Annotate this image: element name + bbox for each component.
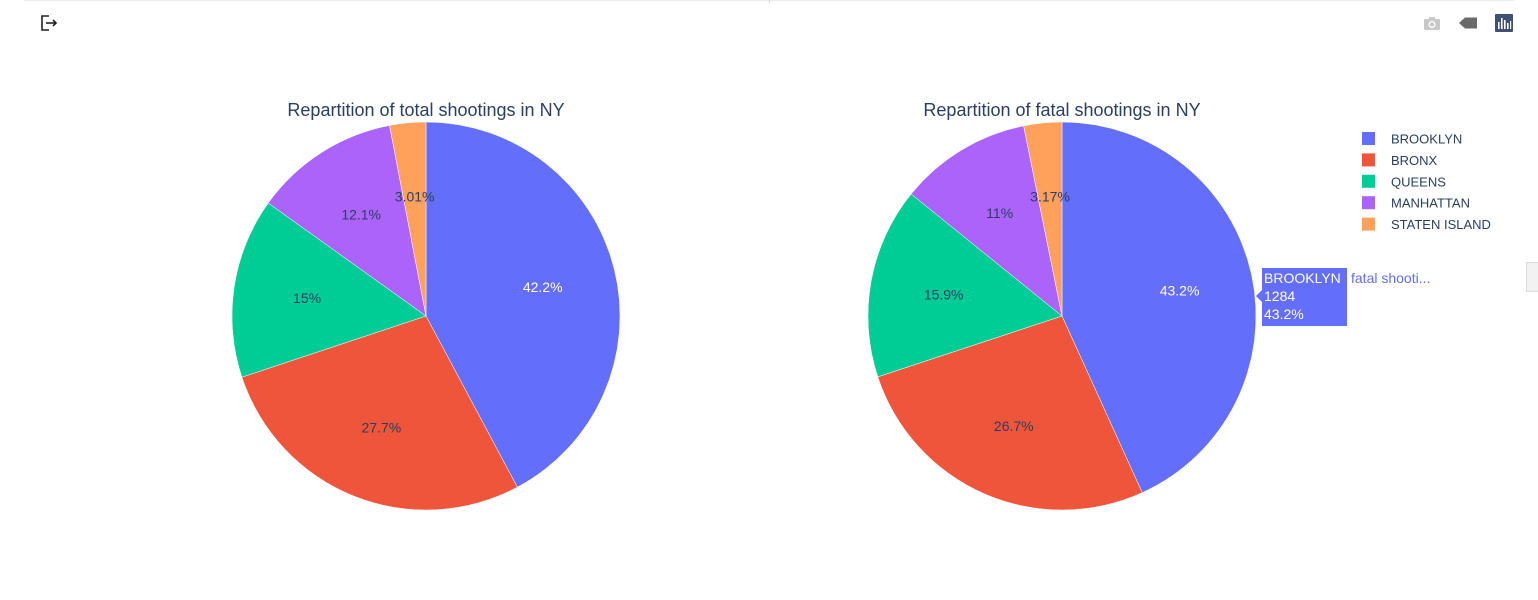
pie-slice-manhattan[interactable] <box>910 125 1063 317</box>
hover-trace-name: fatal shooti... <box>1351 270 1430 286</box>
legend-swatch <box>1362 217 1375 231</box>
legend-swatch <box>1362 153 1375 167</box>
hover-label: BROOKLYN <box>1264 270 1341 286</box>
pie-slice-brooklyn[interactable] <box>1061 121 1257 493</box>
top-divider-notch <box>769 0 770 3</box>
pie-slice-label: 15.9% <box>924 286 964 302</box>
legend-item-queens[interactable]: QUEENS <box>1362 174 1446 189</box>
legend-item-brooklyn[interactable]: BROOKLYN <box>1362 132 1462 147</box>
pie-slice-manhattan[interactable] <box>267 125 427 317</box>
pie-slice-staten-island[interactable] <box>1023 121 1063 317</box>
legend: BROOKLYN BRONX QUEENS MANHATTAN STATEN ISLAN… <box>1362 132 1491 232</box>
pie-slice-brooklyn[interactable] <box>425 121 621 488</box>
pie-slice-label: 43.2% <box>1160 283 1200 299</box>
pie-total-shootings[interactable]: 42.2% 27.7% 15% 12.1% 3.01% <box>231 121 621 511</box>
chart-title-total: Repartition of total shootings in NY <box>287 100 564 120</box>
pie-slice-label: 11% <box>986 205 1013 221</box>
legend-swatch <box>1362 174 1375 188</box>
legend-item-manhattan[interactable]: MANHATTAN <box>1362 196 1470 211</box>
pie-slice-queens[interactable] <box>231 202 427 378</box>
plotly-logo-icon[interactable] <box>1493 12 1515 34</box>
hover-tooltip: BROOKLYN 1284 43.2% fatal shooti... <box>1256 268 1430 326</box>
exit-icon[interactable] <box>38 12 60 34</box>
legend-label: BRONX <box>1391 153 1438 168</box>
pie-slice-staten-island[interactable] <box>389 121 427 317</box>
pie-slice-label: 15% <box>293 290 321 306</box>
hover-value: 1284 <box>1264 288 1295 304</box>
legend-label: BROOKLYN <box>1391 132 1462 147</box>
pie-slice-label: 12.1% <box>341 207 381 223</box>
pie-slice-label: 3.17% <box>1030 188 1070 204</box>
pie-slice-label: 27.7% <box>362 420 402 436</box>
hover-percent: 43.2% <box>1264 306 1304 322</box>
tag-icon[interactable] <box>1457 12 1479 34</box>
legend-item-bronx[interactable]: BRONX <box>1362 153 1438 168</box>
legend-label: STATEN ISLAND <box>1391 217 1491 232</box>
pie-slice-queens[interactable] <box>867 193 1063 378</box>
scroll-handle[interactable] <box>1526 262 1538 292</box>
hover-tooltip-box <box>1256 268 1347 326</box>
pie-slice-bronx[interactable] <box>877 315 1143 511</box>
legend-label: QUEENS <box>1391 174 1446 189</box>
pie-slice-bronx[interactable] <box>241 315 518 511</box>
legend-label: MANHATTAN <box>1391 196 1470 211</box>
pie-slice-label: 3.01% <box>395 188 435 204</box>
pie-slice-label: 26.7% <box>994 418 1034 434</box>
pie-fatal-shootings[interactable]: 43.2% 26.7% 15.9% 11% 3.17% <box>867 121 1257 511</box>
camera-icon[interactable] <box>1421 12 1443 34</box>
legend-item-staten-island[interactable]: STATEN ISLAND <box>1362 217 1491 232</box>
pie-slice-label: 42.2% <box>523 279 563 295</box>
legend-swatch <box>1362 132 1375 145</box>
chart-title-fatal: Repartition of fatal shootings in NY <box>923 100 1200 120</box>
legend-swatch <box>1362 196 1375 210</box>
